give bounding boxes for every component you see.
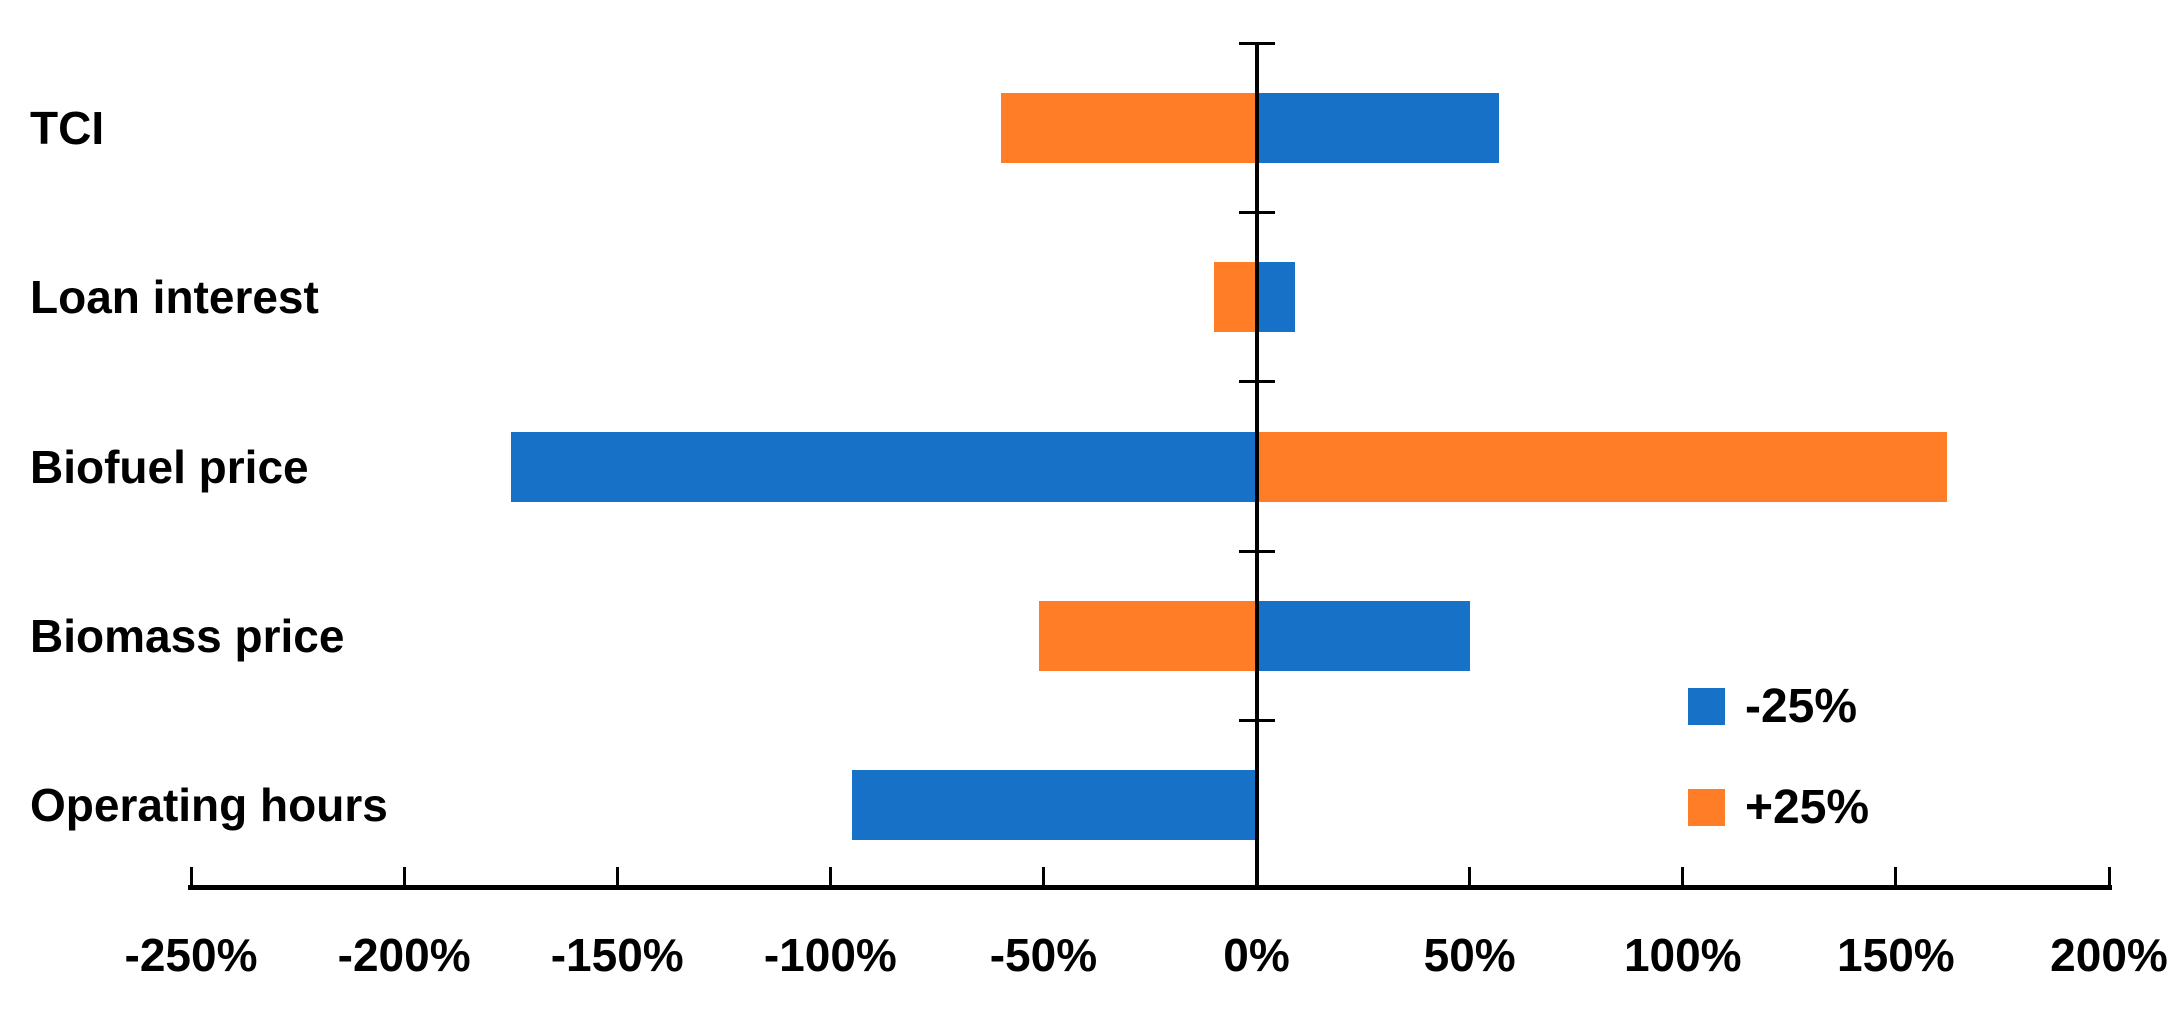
category-label: Biomass price <box>30 609 345 662</box>
x-axis-tick-label: 0% <box>1223 929 1290 981</box>
x-axis-tick-label: -50% <box>989 929 1098 981</box>
legend-label-plus-25: +25% <box>1745 781 1870 834</box>
bar <box>1213 262 1257 333</box>
x-axis-tick-label: 200% <box>2050 929 2168 981</box>
legend-label-minus-25: -25% <box>1745 680 1858 733</box>
x-axis-tick <box>1468 867 1472 885</box>
legend: -25% +25% <box>1688 680 1870 834</box>
category-divider-tick <box>1238 719 1275 723</box>
legend-swatch-plus-25-icon <box>1688 789 1725 826</box>
bar <box>510 431 1257 502</box>
category-divider-tick <box>1238 549 1275 553</box>
x-axis-line <box>188 885 2112 890</box>
category-divider-tick <box>1238 210 1275 214</box>
bar <box>851 770 1257 841</box>
category-divider-tick <box>1238 380 1275 384</box>
x-axis-tick-label: 100% <box>1623 929 1742 981</box>
x-axis-tick-label: -150% <box>550 929 684 981</box>
legend-item-minus-25: -25% <box>1688 680 1869 733</box>
legend-item-plus-25: +25% <box>1688 781 1870 834</box>
category-label: Loan interest <box>30 271 319 324</box>
x-axis-tick <box>1681 867 1685 885</box>
bar <box>1039 600 1257 671</box>
x-axis-tick-label: 50% <box>1423 929 1516 981</box>
bar <box>1256 600 1470 671</box>
category-label: Biofuel price <box>30 440 309 493</box>
x-axis-tick <box>1894 867 1898 885</box>
bar <box>1256 92 1500 163</box>
x-axis-tick-label: -200% <box>337 929 471 981</box>
bar <box>1000 92 1257 163</box>
zero-baseline-line <box>1254 43 1259 890</box>
x-axis-tick-label: -250% <box>124 929 258 981</box>
x-axis-tick <box>615 867 619 885</box>
legend-swatch-minus-25-icon <box>1688 688 1725 725</box>
x-axis-tick-label: -100% <box>763 929 897 981</box>
category-label: TCI <box>30 101 105 154</box>
x-axis-tick <box>828 867 832 885</box>
x-axis-tick <box>2107 867 2111 885</box>
bar <box>1256 431 1948 502</box>
x-axis-tick <box>1041 867 1045 885</box>
x-axis-tick <box>189 867 193 885</box>
bar <box>1256 262 1295 333</box>
category-label: Operating hours <box>30 779 388 832</box>
x-axis-tick-label: 150% <box>1837 929 1955 981</box>
category-divider-tick <box>1238 41 1275 45</box>
x-axis-tick <box>402 867 406 885</box>
